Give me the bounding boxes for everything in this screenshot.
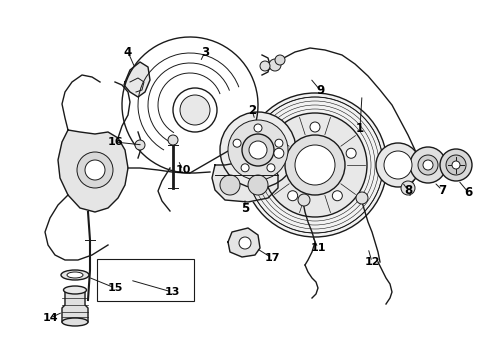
Text: 13: 13	[164, 287, 180, 297]
Text: 7: 7	[438, 184, 446, 197]
Polygon shape	[58, 130, 128, 212]
Text: 15: 15	[107, 283, 122, 293]
Circle shape	[384, 151, 412, 179]
Text: 1: 1	[356, 122, 364, 135]
Text: 10: 10	[175, 165, 191, 175]
Circle shape	[423, 160, 433, 170]
Text: 12: 12	[364, 257, 380, 267]
Circle shape	[285, 135, 345, 195]
Text: 6: 6	[464, 185, 472, 198]
Circle shape	[233, 139, 241, 147]
Circle shape	[288, 191, 297, 201]
Text: 17: 17	[264, 253, 280, 263]
Circle shape	[275, 139, 283, 147]
Circle shape	[85, 160, 105, 180]
Circle shape	[243, 93, 387, 237]
Circle shape	[418, 155, 438, 175]
Circle shape	[275, 55, 285, 65]
Circle shape	[220, 112, 296, 188]
Ellipse shape	[64, 286, 87, 294]
Text: 8: 8	[404, 184, 412, 197]
Circle shape	[248, 175, 268, 195]
Circle shape	[241, 164, 249, 172]
Text: 5: 5	[241, 202, 249, 215]
Circle shape	[269, 59, 281, 71]
Circle shape	[332, 191, 343, 201]
Polygon shape	[62, 290, 88, 322]
Circle shape	[77, 152, 113, 188]
Text: 2: 2	[248, 104, 256, 117]
Circle shape	[310, 122, 320, 132]
Circle shape	[239, 237, 251, 249]
Text: 4: 4	[124, 45, 132, 58]
Circle shape	[446, 155, 466, 175]
Circle shape	[254, 124, 262, 132]
Circle shape	[135, 140, 145, 150]
Circle shape	[440, 149, 472, 181]
Circle shape	[410, 147, 446, 183]
Circle shape	[267, 164, 275, 172]
Circle shape	[249, 141, 267, 159]
Text: 11: 11	[310, 243, 326, 253]
Circle shape	[173, 88, 217, 132]
Circle shape	[274, 148, 284, 158]
Circle shape	[228, 120, 288, 180]
Polygon shape	[228, 228, 260, 257]
Circle shape	[346, 148, 356, 158]
Ellipse shape	[62, 318, 88, 326]
Polygon shape	[212, 160, 278, 202]
Text: 14: 14	[42, 313, 58, 323]
Circle shape	[376, 143, 420, 187]
Circle shape	[242, 134, 274, 166]
Circle shape	[452, 161, 460, 169]
Circle shape	[295, 145, 335, 185]
Circle shape	[168, 135, 178, 145]
Text: 16: 16	[107, 137, 123, 147]
Circle shape	[260, 61, 270, 71]
Text: 9: 9	[316, 84, 324, 96]
Ellipse shape	[67, 272, 83, 278]
Ellipse shape	[61, 270, 89, 280]
Circle shape	[180, 95, 210, 125]
Circle shape	[356, 192, 368, 204]
Circle shape	[220, 175, 240, 195]
Circle shape	[401, 181, 415, 195]
Polygon shape	[124, 62, 150, 97]
Text: 3: 3	[201, 45, 209, 58]
Circle shape	[298, 194, 310, 206]
Circle shape	[263, 113, 367, 217]
